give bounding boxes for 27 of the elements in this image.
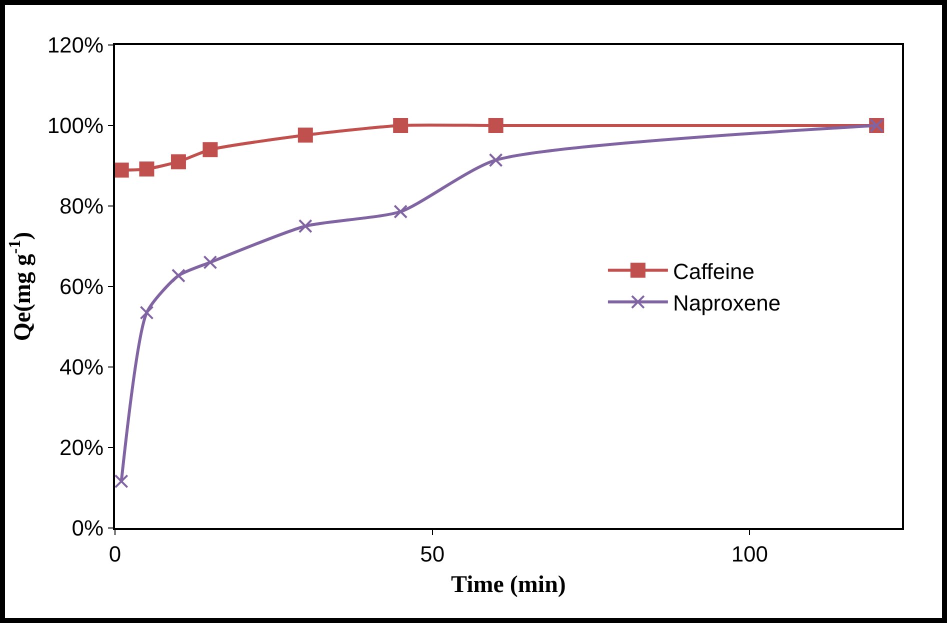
point xyxy=(203,255,218,270)
legend-label: Caffeine xyxy=(672,258,754,284)
x-axis-title: Time (min) xyxy=(451,572,566,598)
legend-label: Naproxene xyxy=(672,290,781,316)
y-tick-label: 100% xyxy=(47,113,104,138)
x-tick-label: 50 xyxy=(420,541,445,566)
y-tick-label: 20% xyxy=(60,435,104,460)
y-tick-label: 40% xyxy=(60,354,104,380)
y-tick-label: 80% xyxy=(60,194,104,219)
point xyxy=(115,162,129,178)
point xyxy=(298,219,312,234)
point xyxy=(171,268,186,283)
point xyxy=(140,306,154,320)
point xyxy=(394,204,408,219)
y-tick-label: 60% xyxy=(60,274,104,300)
y-tick-label: 0% xyxy=(72,516,104,541)
point xyxy=(139,161,154,176)
point xyxy=(170,154,186,170)
point xyxy=(488,153,503,168)
x-tick-label: 0 xyxy=(108,541,122,566)
point xyxy=(115,474,128,488)
x-tick-label: 100 xyxy=(731,541,768,566)
point xyxy=(393,118,408,133)
point xyxy=(488,118,504,133)
y-tick-label: 120% xyxy=(47,32,104,58)
point xyxy=(202,142,218,158)
point xyxy=(298,128,313,143)
